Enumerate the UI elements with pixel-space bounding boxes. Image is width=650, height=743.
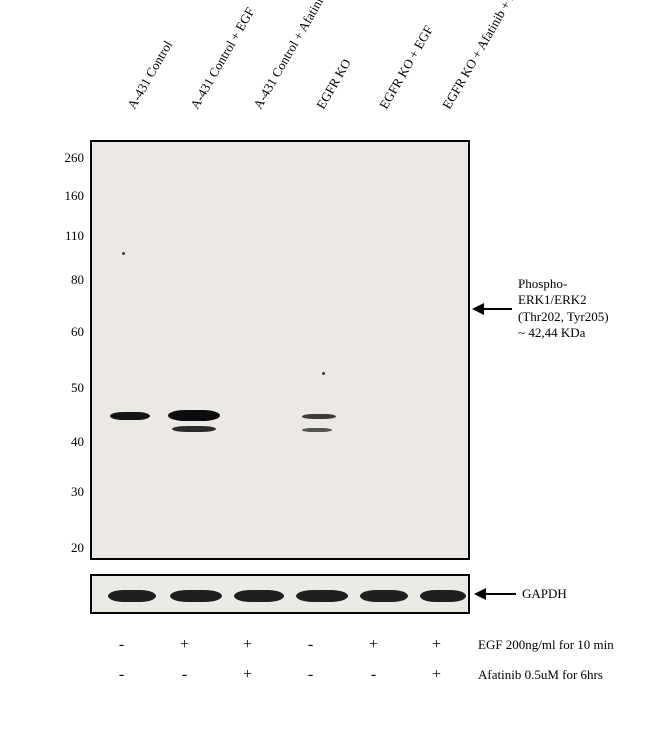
arrow-icon (474, 308, 512, 310)
lane-label: EGFR KO + Afatinib + EGF (439, 0, 528, 112)
treatment-row: -++-++EGF 200ng/ml for 10 min (90, 630, 630, 660)
annotation-line3: ~ 42,44 KDa (518, 325, 630, 341)
treatment-cell: - (90, 636, 153, 654)
molecular-weight-ladder: 260 160 110 80 60 50 40 30 20 (50, 140, 90, 560)
speck (322, 372, 325, 375)
treatment-cell: + (405, 666, 468, 684)
mw-tick: 50 (71, 380, 84, 396)
gapdh-band (108, 590, 156, 602)
blot-band (110, 412, 150, 420)
treatment-cell: - (153, 666, 216, 684)
lane-labels: A-431 ControlA-431 Control + EGFA-431 Co… (102, 10, 630, 140)
mw-tick: 40 (71, 434, 84, 450)
gapdh-band (170, 590, 222, 602)
treatment-cell: + (216, 666, 279, 684)
treatment-cell: + (153, 636, 216, 654)
blot-band (172, 426, 216, 432)
lane-label: EGFR KO (313, 56, 354, 112)
treatment-label: EGF 200ng/ml for 10 min (478, 637, 614, 653)
mw-tick: 80 (71, 272, 84, 288)
mw-tick: 30 (71, 484, 84, 500)
blot-band (302, 414, 336, 419)
lane-label: EGFR KO + EGF (376, 23, 437, 112)
blot-band (168, 410, 220, 421)
annotation-line2: (Thr202, Tyr205) (518, 309, 630, 325)
mw-tick: 110 (65, 228, 84, 244)
mw-tick: 20 (71, 540, 84, 556)
treatment-cell: + (216, 636, 279, 654)
treatment-cell: + (342, 636, 405, 654)
mw-tick: 160 (65, 188, 85, 204)
treatment-row: --+--+Afatinib 0.5uM for 6hrs (90, 660, 630, 690)
annotation-line1: Phospho-ERK1/ERK2 (518, 276, 630, 309)
gapdh-band (420, 590, 466, 602)
treatment-cell: + (405, 636, 468, 654)
main-western-blot (90, 140, 470, 560)
speck (122, 252, 125, 255)
band-annotation: Phospho-ERK1/ERK2 (Thr202, Tyr205) ~ 42,… (474, 276, 630, 341)
lane-label: A-431 Control (124, 38, 176, 112)
gapdh-band (360, 590, 408, 602)
treatment-table: -++-++EGF 200ng/ml for 10 min--+--+Afati… (90, 630, 630, 690)
lane-label: A-431 Control + EGF (187, 5, 258, 112)
gapdh-annotation: GAPDH (476, 586, 567, 602)
gapdh-blot (90, 574, 470, 614)
blot-band (302, 428, 332, 432)
treatment-cell: - (279, 666, 342, 684)
treatment-cell: - (342, 666, 405, 684)
mw-tick: 260 (65, 150, 85, 166)
gapdh-band (296, 590, 348, 602)
gapdh-band (234, 590, 284, 602)
treatment-cell: - (90, 666, 153, 684)
treatment-label: Afatinib 0.5uM for 6hrs (478, 667, 603, 683)
arrow-icon (476, 593, 516, 595)
mw-tick: 60 (71, 324, 84, 340)
treatment-cell: - (279, 636, 342, 654)
gapdh-label: GAPDH (522, 586, 567, 602)
